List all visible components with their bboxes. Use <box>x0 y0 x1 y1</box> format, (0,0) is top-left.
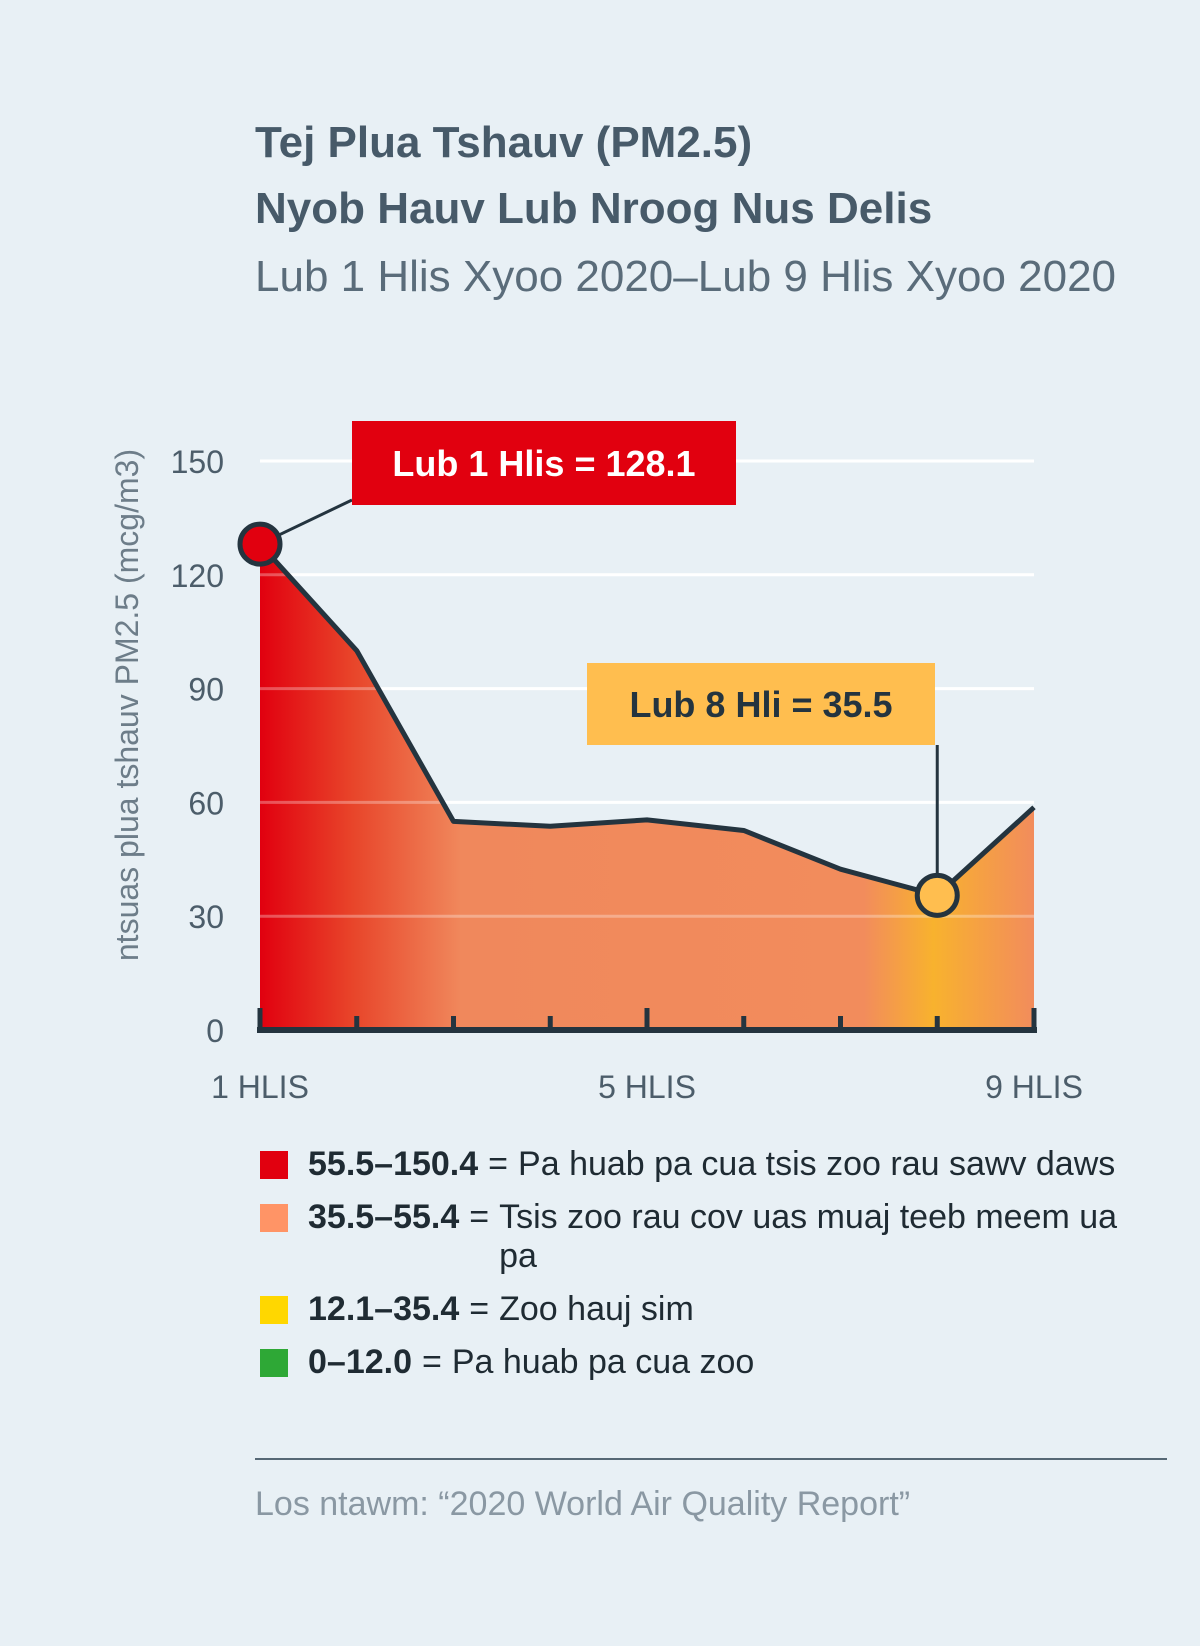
source-note: Los ntawm: “2020 World Air Quality Repor… <box>255 1485 911 1523</box>
legend-range: 12.1–35.4 <box>308 1290 460 1328</box>
y-tick-label: 120 <box>171 558 224 594</box>
legend-swatch <box>260 1151 288 1179</box>
divider <box>255 1458 1167 1460</box>
legend-swatch <box>260 1296 288 1324</box>
legend-item: 35.5–55.4 = Tsis zoo rau cov uas muaj teeb… <box>260 1198 1119 1276</box>
legend-swatch <box>260 1349 288 1377</box>
legend-item: 0–12.0 = Pa huab pa cua zoo <box>260 1343 1119 1382</box>
legend-eq: = <box>469 1290 490 1328</box>
legend-item: 55.5–150.4 = Pa huab pa cua tsis zoo rau s… <box>260 1145 1119 1184</box>
legend-eq: = <box>469 1198 490 1236</box>
legend-range: 0–12.0 <box>308 1343 412 1381</box>
highlight-point <box>914 872 960 918</box>
legend-range: 55.5–150.4 <box>308 1145 479 1183</box>
chart-title-line2: Nyob Hauv Lub Nroog Nus Delis <box>255 184 933 233</box>
y-tick-label: 30 <box>188 899 224 935</box>
x-tick-label: 1 HLIS <box>211 1069 309 1105</box>
legend-eq: = <box>422 1343 442 1381</box>
callout-box <box>587 663 935 745</box>
y-tick-label: 90 <box>188 672 224 708</box>
legend-item: 12.1–35.4 = Zoo hauj sim <box>260 1290 1119 1329</box>
callout-label: Lub 8 Hli = 35.5 <box>629 684 892 725</box>
chart-subtitle: Lub 1 Hlis Xyoo 2020–Lub 9 Hlis Xyoo 202… <box>255 252 1117 301</box>
legend: 55.5–150.4 = Pa huab pa cua tsis zoo rau s… <box>260 1145 1119 1396</box>
y-tick-label: 150 <box>171 444 224 480</box>
y-tick-label: 60 <box>188 785 224 821</box>
legend-eq: = <box>488 1145 509 1183</box>
legend-swatch <box>260 1204 288 1232</box>
series-line <box>258 542 1036 898</box>
highlight-point <box>237 521 283 567</box>
legend-text: Zoo hauj sim <box>499 1290 694 1328</box>
area-fill <box>260 544 1034 1030</box>
legend-range: 35.5–55.4 <box>308 1198 460 1236</box>
y-axis-label: ntsuas plua tshauv PM2.5 (mcg/m3) <box>109 449 145 961</box>
x-tick-label: 5 HLIS <box>598 1069 696 1105</box>
legend-text: Pa huab pa cua tsis zoo rau sawv daws <box>518 1145 1116 1183</box>
x-tick-label: 9 HLIS <box>985 1069 1083 1105</box>
pm25-chart: ntsuas plua tshauv PM2.5 (mcg/m3) 0 30 60 9… <box>109 421 1083 1105</box>
callout-box <box>352 421 736 505</box>
chart-title: Tej Plua Tshauv (PM2.5) <box>255 118 753 167</box>
y-tick-label: 0 <box>206 1013 224 1049</box>
callout-label: Lub 1 Hlis = 128.1 <box>392 443 695 484</box>
legend-text: Tsis zoo rau cov uas muaj teeb meem ua p… <box>499 1198 1118 1275</box>
legend-text: Pa huab pa cua zoo <box>451 1343 755 1381</box>
